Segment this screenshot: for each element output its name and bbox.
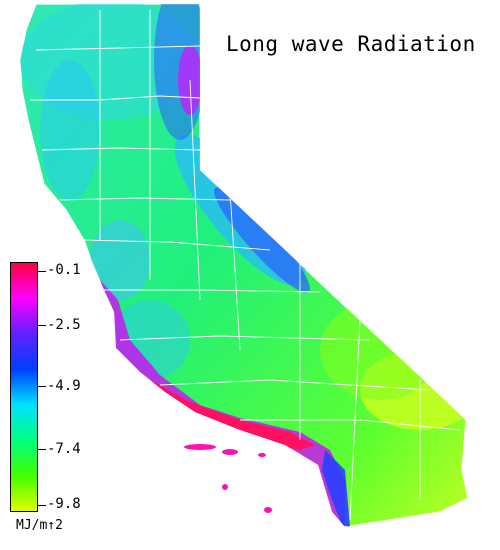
legend-label-min: -9.8 — [47, 496, 81, 512]
channel-islands — [184, 444, 272, 513]
legend-unit: MJ/m↑2 — [16, 518, 63, 533]
color-scale-bar — [10, 262, 38, 512]
sierra-high-band — [214, 187, 310, 293]
south-coast-red — [150, 380, 315, 450]
map-title: Long wave Radiation — [226, 32, 476, 56]
legend-tick — [38, 325, 46, 326]
coast-range-cool — [40, 60, 100, 200]
legend-tick — [38, 271, 46, 272]
desert-mid — [320, 300, 440, 400]
legend-label: -7.4 — [47, 441, 81, 457]
legend-label-max: -0.1 — [47, 262, 81, 278]
legend-tick — [38, 505, 46, 506]
bay-area-cool — [90, 220, 150, 300]
legend-tick — [38, 449, 46, 450]
legend-label: -4.9 — [47, 378, 81, 394]
county-borders — [30, 10, 461, 521]
south-coast-blue — [322, 450, 350, 527]
legend-label: -2.5 — [47, 317, 81, 333]
legend-tick — [38, 386, 46, 387]
